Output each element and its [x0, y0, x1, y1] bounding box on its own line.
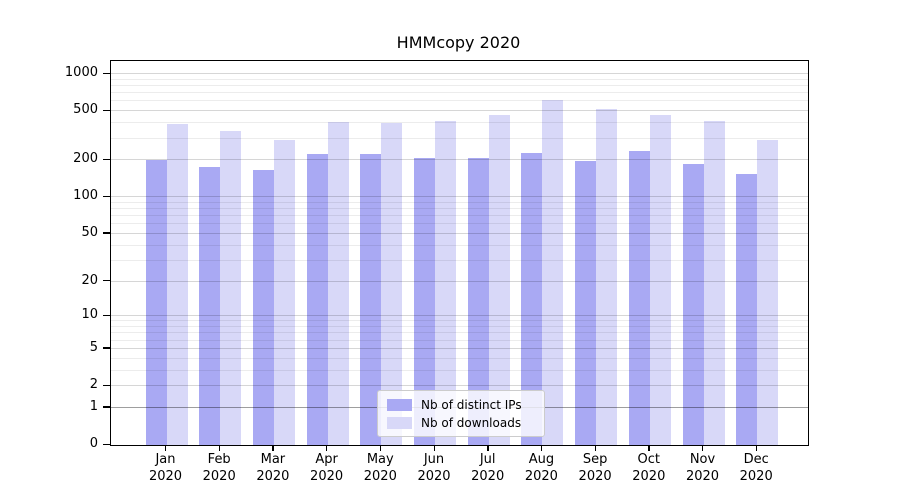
bar-downloads-apr — [327, 122, 349, 445]
ytick-mark-1 — [103, 406, 110, 408]
xtick-mark-aug — [540, 445, 543, 451]
ytick-label-1000: 1000 — [64, 65, 98, 80]
bar-distinct-ips-feb — [199, 167, 221, 445]
ytick-mark-20 — [103, 280, 110, 282]
ytick-label-2: 2 — [89, 377, 98, 392]
xtick-label-may: May 2020 — [363, 452, 397, 484]
bar-downloads-aug — [542, 99, 564, 445]
bar-distinct-ips-oct — [628, 150, 650, 445]
bar-downloads-may — [381, 122, 403, 445]
bar-distinct-ips-dec — [736, 174, 758, 445]
legend: Nb of distinct IPs Nb of downloads — [377, 390, 545, 437]
legend-label-downloads: Nb of downloads — [421, 415, 522, 430]
bar-downloads-jul — [488, 114, 510, 445]
bar-distinct-ips-sep — [575, 161, 597, 445]
legend-label-distinct-ips: Nb of distinct IPs — [421, 397, 522, 412]
bar-distinct-ips-jul — [467, 158, 489, 445]
xtick-label-apr: Apr 2020 — [310, 452, 344, 484]
xtick-mark-sep — [594, 445, 596, 451]
ytick-label-0: 0 — [89, 436, 98, 451]
bars-layer — [111, 61, 808, 445]
xtick-label-mar: Mar 2020 — [256, 452, 290, 484]
xtick-mark-apr — [326, 445, 328, 451]
bar-distinct-ips-jun — [414, 158, 435, 445]
ytick-label-200: 200 — [73, 151, 98, 167]
xtick-mark-oct — [648, 445, 650, 451]
xtick-mark-feb — [218, 445, 221, 451]
ytick-mark-200 — [103, 158, 110, 161]
xtick-label-dec: Dec 2020 — [739, 452, 773, 484]
xtick-mark-jul — [487, 445, 489, 451]
legend-swatch-downloads — [387, 416, 412, 429]
ytick-mark-100 — [103, 195, 110, 198]
ytick-label-1: 1 — [89, 398, 98, 414]
bar-downloads-mar — [273, 140, 295, 445]
xtick-label-jan: Jan 2020 — [148, 452, 183, 484]
ytick-mark-50 — [103, 232, 110, 234]
ytick-mark-10 — [103, 314, 110, 317]
legend-swatch-distinct-ips — [387, 398, 412, 411]
xtick-mark-jan — [165, 445, 167, 451]
ytick-mark-500 — [103, 109, 110, 112]
bar-downloads-jun — [435, 121, 456, 445]
ytick-label-50: 50 — [81, 224, 98, 240]
xtick-label-jul: Jul 2020 — [471, 452, 505, 484]
bar-distinct-ips-mar — [252, 170, 274, 445]
chart-title: HMMcopy 2020 — [396, 33, 521, 52]
bar-distinct-ips-jan — [145, 160, 167, 445]
bar-distinct-ips-may — [360, 153, 382, 445]
bar-distinct-ips-aug — [521, 152, 543, 445]
ytick-mark-0 — [103, 443, 110, 445]
ytick-mark-1000 — [103, 72, 110, 74]
xtick-label-jun: Jun 2020 — [417, 452, 451, 484]
xtick-mark-dec — [755, 445, 758, 451]
ytick-label-500: 500 — [73, 102, 98, 118]
bar-distinct-ips-nov — [682, 164, 704, 445]
xtick-mark-jun — [433, 445, 435, 451]
bar-distinct-ips-apr — [306, 153, 328, 445]
ytick-label-5: 5 — [89, 339, 98, 355]
xtick-label-feb: Feb 2020 — [202, 452, 236, 484]
ytick-label-20: 20 — [81, 272, 98, 288]
xtick-mark-nov — [702, 445, 704, 451]
bar-downloads-sep — [596, 109, 618, 445]
xtick-label-sep: Sep 2020 — [578, 452, 612, 484]
legend-row-downloads: Nb of downloads — [387, 416, 535, 430]
xtick-label-nov: Nov 2020 — [685, 452, 720, 484]
xtick-label-aug: Aug 2020 — [524, 452, 558, 484]
ytick-label-10: 10 — [81, 307, 98, 323]
xtick-label-oct: Oct 2020 — [632, 452, 666, 484]
plot-area — [110, 60, 809, 446]
bar-downloads-nov — [703, 121, 725, 445]
bar-downloads-dec — [757, 140, 779, 445]
ytick-mark-5 — [103, 347, 110, 349]
ytick-label-100: 100 — [73, 188, 98, 204]
bar-downloads-oct — [649, 114, 671, 445]
bar-downloads-feb — [220, 131, 242, 445]
xtick-mark-may — [379, 445, 382, 451]
bar-downloads-jan — [166, 124, 188, 445]
ytick-mark-2 — [103, 384, 110, 386]
legend-row-distinct-ips: Nb of distinct IPs — [387, 398, 535, 412]
xtick-mark-mar — [272, 445, 274, 451]
